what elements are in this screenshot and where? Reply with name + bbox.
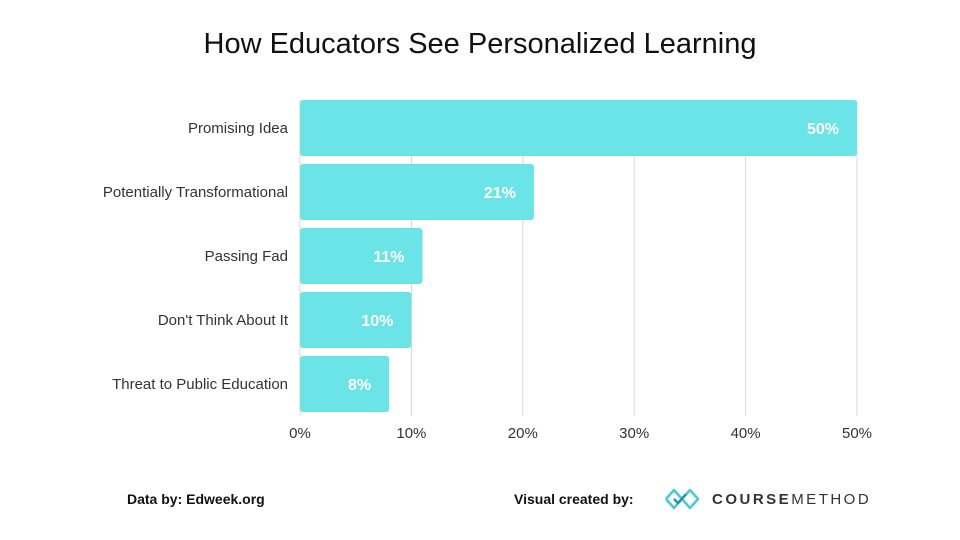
value-labels: 50% 21% 11% 10% 8% — [348, 121, 839, 394]
bar — [300, 356, 390, 412]
category-label: Threat to Public Education — [112, 376, 288, 393]
bar — [300, 100, 857, 156]
category-label: Promising Idea — [188, 120, 289, 137]
value-label: 21% — [484, 185, 516, 202]
x-tick-labels: 0% 10% 20% 30% 40% 50% — [289, 425, 872, 442]
bar — [300, 164, 534, 220]
x-tick-label: 40% — [731, 425, 761, 442]
value-label: 10% — [361, 313, 393, 330]
bar — [300, 228, 423, 284]
category-label: Potentially Transformational — [103, 184, 288, 201]
brand-part-1: COURSE — [712, 490, 792, 508]
bar — [300, 292, 412, 348]
x-tick-label: 10% — [396, 425, 426, 442]
coursemethod-logo-text: COURSEMETHOD — [712, 491, 871, 508]
coursemethod-logo-icon — [665, 488, 700, 510]
chart-title: How Educators See Personalized Learning — [203, 28, 757, 60]
value-label: 50% — [807, 121, 839, 138]
x-tick-label: 0% — [289, 425, 311, 442]
category-label: Don't Think About It — [158, 312, 289, 329]
data-source: Data by: Edweek.org — [127, 491, 265, 507]
x-tick-label: 20% — [508, 425, 538, 442]
brand-part-2: METHOD — [791, 490, 872, 508]
category-label: Passing Fad — [205, 248, 288, 265]
coursemethod-logo: COURSEMETHOD — [664, 486, 871, 512]
value-label: 8% — [348, 377, 371, 394]
visual-credit: Visual created by: — [514, 491, 634, 507]
x-tick-label: 30% — [619, 425, 649, 442]
bars — [300, 100, 857, 412]
x-tick-label: 50% — [842, 425, 872, 442]
category-labels: Promising Idea Potentially Transformation… — [103, 120, 289, 393]
value-label: 11% — [373, 249, 404, 266]
